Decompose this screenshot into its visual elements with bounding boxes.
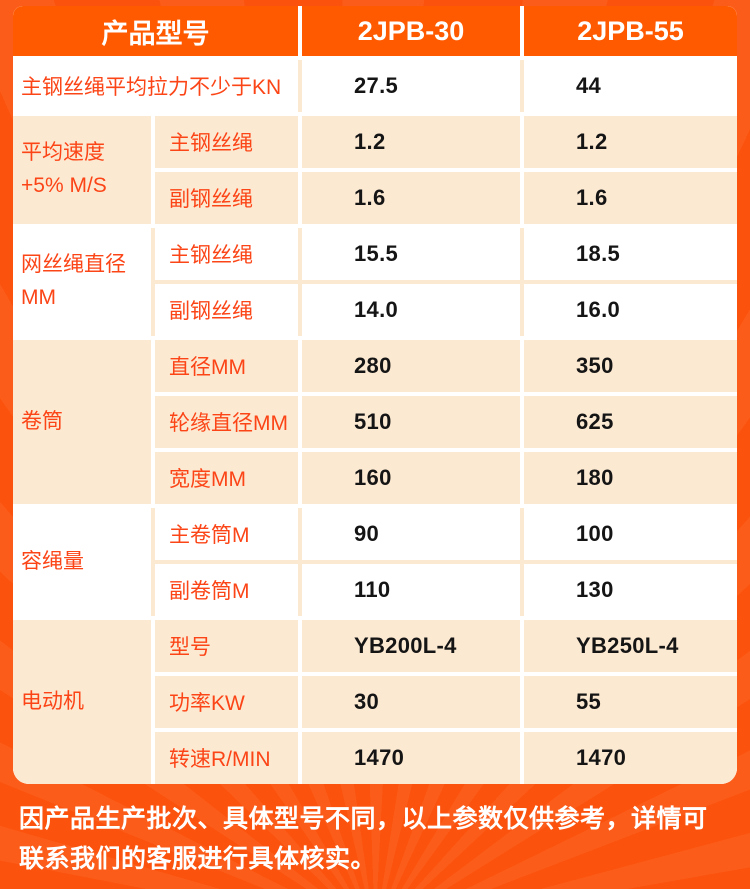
value-cell: 30	[302, 676, 520, 728]
section-pull-force: 主钢丝绳平均拉力不少于KN 27.5 44	[13, 60, 737, 112]
group-label: 平均速度+5% M/S	[13, 116, 151, 224]
group-label: 电动机	[13, 620, 151, 784]
section-electric-motor: 电动机 型号 YB200L-4 YB250L-4 功率KW 30 55 转速R/…	[13, 620, 737, 784]
sub-label: 功率KW	[155, 676, 298, 728]
sub-label: 轮缘直径MM	[155, 396, 298, 448]
sub-label: 直径MM	[155, 340, 298, 392]
value-cell: 55	[524, 676, 737, 728]
sub-label: 副卷筒M	[155, 564, 298, 616]
value-cell: 1.6	[302, 172, 520, 224]
group-label: 容绳量	[13, 508, 151, 616]
table-header-row: 产品型号 2JPB-30 2JPB-55	[13, 6, 737, 56]
group-label: 网丝绳直径MM	[13, 228, 151, 336]
value-cell: 1.6	[524, 172, 737, 224]
header-model-1: 2JPB-30	[302, 6, 520, 56]
sub-label: 宽度MM	[155, 452, 298, 504]
sub-label: 转速R/MIN	[155, 732, 298, 784]
sub-label: 型号	[155, 620, 298, 672]
row-label: 主钢丝绳平均拉力不少于KN	[13, 60, 298, 112]
value-cell: 27.5	[302, 60, 520, 112]
value-cell: 1470	[524, 732, 737, 784]
value-cell: YB200L-4	[302, 620, 520, 672]
value-cell: 1470	[302, 732, 520, 784]
value-cell: 90	[302, 508, 520, 560]
value-cell: 1.2	[302, 116, 520, 168]
sub-label: 主钢丝绳	[155, 228, 298, 280]
value-cell: YB250L-4	[524, 620, 737, 672]
value-cell: 110	[302, 564, 520, 616]
value-cell: 280	[302, 340, 520, 392]
value-cell: 1.2	[524, 116, 737, 168]
value-cell: 130	[524, 564, 737, 616]
sub-label: 副钢丝绳	[155, 172, 298, 224]
sub-label: 主钢丝绳	[155, 116, 298, 168]
value-cell: 350	[524, 340, 737, 392]
value-cell: 16.0	[524, 284, 737, 336]
spec-table: 产品型号 2JPB-30 2JPB-55 主钢丝绳平均拉力不少于KN 27.5 …	[13, 6, 737, 784]
section-average-speed: 平均速度+5% M/S 主钢丝绳 1.2 1.2 副钢丝绳 1.6 1.6	[13, 116, 737, 224]
value-cell: 18.5	[524, 228, 737, 280]
header-product-model: 产品型号	[13, 6, 298, 56]
section-rope-diameter: 网丝绳直径MM 主钢丝绳 15.5 18.5 副钢丝绳 14.0 16.0	[13, 228, 737, 336]
header-model-2: 2JPB-55	[524, 6, 737, 56]
group-label: 卷筒	[13, 340, 151, 504]
section-rope-capacity: 容绳量 主卷筒M 90 100 副卷筒M 110 130	[13, 508, 737, 616]
value-cell: 180	[524, 452, 737, 504]
value-cell: 100	[524, 508, 737, 560]
sub-label: 副钢丝绳	[155, 284, 298, 336]
value-cell: 510	[302, 396, 520, 448]
sub-label: 主卷筒M	[155, 508, 298, 560]
value-cell: 44	[524, 60, 737, 112]
value-cell: 625	[524, 396, 737, 448]
disclaimer-text: 因产品生产批次、具体型号不同，以上参数仅供参考，详情可联系我们的客服进行具体核实…	[19, 805, 708, 873]
section-drum: 卷筒 直径MM 280 350 轮缘直径MM 510 625 宽度MM 160 …	[13, 340, 737, 504]
value-cell: 15.5	[302, 228, 520, 280]
value-cell: 14.0	[302, 284, 520, 336]
value-cell: 160	[302, 452, 520, 504]
